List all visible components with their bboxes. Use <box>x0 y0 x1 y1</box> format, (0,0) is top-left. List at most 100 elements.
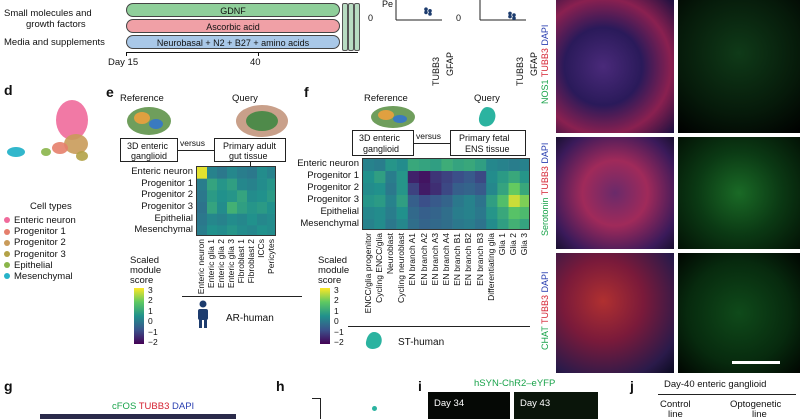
heatmap-cell <box>385 183 397 196</box>
heatmap-cell <box>407 159 420 172</box>
row-label-growth-factors: growth factors <box>26 19 86 30</box>
micrograph-day43: Day 43 <box>514 392 598 419</box>
heatmap-cell <box>207 178 218 191</box>
heatmap-row-label: Enteric neuron <box>297 158 359 169</box>
heatmap-cell <box>508 159 521 172</box>
heatmap-cell <box>441 195 453 208</box>
colorbar-tick-label: −2 <box>334 337 344 347</box>
heatmap-cell <box>475 159 487 172</box>
colorbar-tick-label: 1 <box>148 305 153 316</box>
colorbar-tick-label: 0 <box>334 316 339 327</box>
heatmap-cell <box>257 190 268 203</box>
heatmap-cell <box>257 225 268 235</box>
legend-swatch <box>4 273 10 280</box>
row-label-nos1: NOS1 TUBB3 DAPI <box>540 24 550 104</box>
query-label: Query <box>232 93 258 104</box>
footer-line <box>348 326 530 327</box>
legend-swatch <box>4 262 10 269</box>
heatmap-cell <box>486 219 498 229</box>
legend-item: Enteric neuron <box>4 216 76 226</box>
heatmap-cell <box>197 178 208 191</box>
heatmap-cell <box>257 167 268 179</box>
heatmap-column-label: EN branch A3 <box>429 233 440 286</box>
heatmap-cell <box>475 183 487 196</box>
legend-item: Epithelial <box>4 261 53 271</box>
heatmap-cell <box>374 159 386 172</box>
heatmap-cell <box>497 171 509 184</box>
heatmap-cell <box>419 195 431 208</box>
heatmap-cell <box>497 159 509 172</box>
heatmap-cell <box>519 219 529 229</box>
panel-letter-j: j <box>630 378 634 394</box>
heatmap-cell <box>452 219 465 229</box>
reference-label: Reference <box>120 93 164 104</box>
column-label-control: line <box>668 409 683 420</box>
micrograph-nos1-green <box>678 0 800 133</box>
heatmap-cell <box>207 190 218 203</box>
heatmap-column-label: Pericytes <box>266 239 276 274</box>
data-point <box>508 14 512 19</box>
heatmap-cell <box>508 171 521 184</box>
timeline-end-label: 40 <box>250 57 261 68</box>
bar-extension <box>354 3 360 51</box>
heatmap-cell <box>519 171 529 184</box>
heatmap-cell <box>497 219 509 229</box>
heatmap-cell <box>363 183 375 196</box>
micrograph-serotonin-green <box>678 137 800 249</box>
heatmap-cell <box>237 190 248 203</box>
heatmap-cell <box>247 213 258 226</box>
heatmap-cell <box>486 171 498 184</box>
heatmap-row-label: Progenitor 1 <box>307 170 359 181</box>
heatmap-row-label: Progenitor 3 <box>141 200 193 212</box>
heatmap-cell <box>257 202 268 214</box>
heatmap-cell <box>363 195 375 208</box>
scale-title: score <box>318 275 342 286</box>
heatmap-cell <box>374 171 386 184</box>
timeline-tick <box>258 52 259 56</box>
micrograph-nos1-merge <box>556 0 674 133</box>
legend-swatch <box>4 239 10 246</box>
legend-item: Progenitor 2 <box>4 238 66 248</box>
heatmap-column-label: EN branch A4 <box>441 233 451 286</box>
heatmap-column-label: Neuroblast <box>385 233 395 275</box>
bar-ascorbic-acid: Ascorbic acid <box>126 19 340 33</box>
title-rule <box>658 394 796 395</box>
data-point <box>512 13 516 17</box>
heatmap-cell <box>475 207 487 220</box>
reference-label: Reference <box>364 93 408 104</box>
heatmap-cell <box>217 167 228 179</box>
row-label-small-molecules: Small molecules and <box>4 8 92 19</box>
versus-label: versus <box>180 138 206 148</box>
legend-item: Progenitor 1 <box>4 227 66 237</box>
scale-title: Scaled <box>130 255 160 266</box>
colorbar-tick-label: −1 <box>334 326 344 337</box>
heatmap-cell <box>508 183 521 196</box>
heatmap-row-label: Epithelial <box>154 212 193 224</box>
heatmap-cell <box>363 159 375 172</box>
heatmap-column-label: Enteric glia 1 <box>206 239 216 289</box>
heatmap-cell <box>475 219 487 229</box>
heatmap-cell <box>407 219 420 229</box>
heatmap-column-label: Glia 2 <box>508 233 519 256</box>
timeline-tick <box>126 52 127 56</box>
heatmap-column-label: EN branch B2 <box>463 233 474 286</box>
heatmap-column-label: Enteric glia 2 <box>216 239 226 289</box>
heatmap-cell <box>486 159 498 172</box>
heatmap-column-label: EN branch B3 <box>474 233 485 286</box>
heatmap-cell <box>430 183 442 196</box>
heatmap-column-label: Fibroblast 1 <box>236 239 246 284</box>
timeline-axis <box>126 52 358 53</box>
heatmap-column-label: ICCs <box>256 239 266 258</box>
heatmap-cell <box>396 159 409 172</box>
ganglioid-illustration <box>371 106 415 128</box>
scale-title: module <box>130 265 162 276</box>
heatmap-cell <box>396 183 409 196</box>
y-tick-zero: 0 <box>456 13 462 23</box>
heatmap-cell <box>227 178 238 191</box>
query-box: Primary fetal ENS tissue <box>450 130 526 156</box>
heatmap-cell <box>267 213 275 226</box>
arrow <box>178 150 214 151</box>
heatmap-cell <box>237 178 248 191</box>
heatmap-cell <box>452 183 465 196</box>
arrow <box>414 143 450 144</box>
